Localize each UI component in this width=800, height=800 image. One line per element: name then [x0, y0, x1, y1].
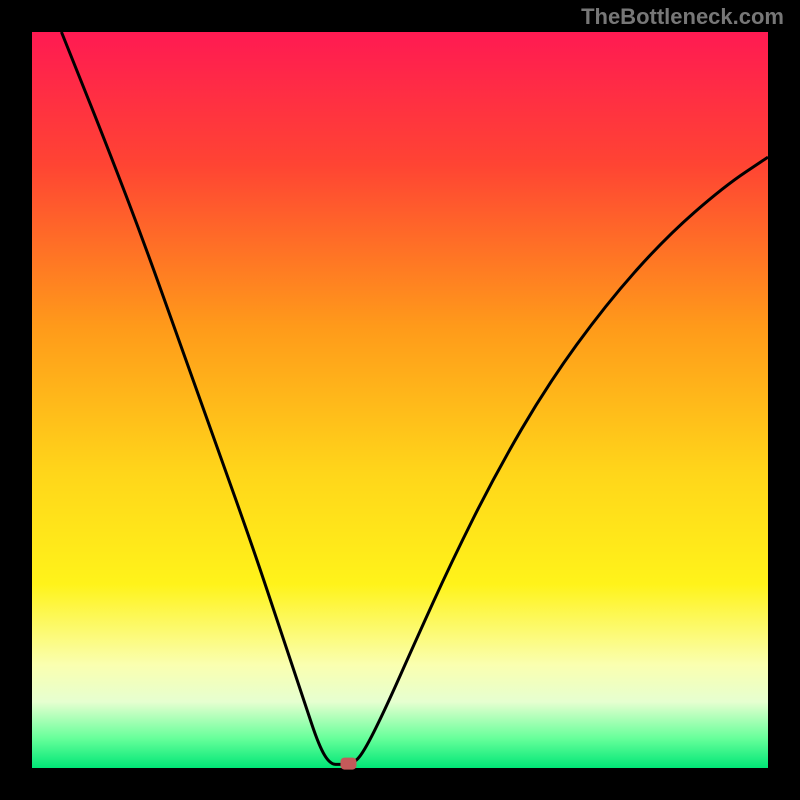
optimal-marker: [340, 758, 356, 770]
bottleneck-curve-chart: [0, 0, 800, 800]
plot-background: [32, 32, 768, 768]
watermark-text: TheBottleneck.com: [581, 4, 784, 30]
chart-frame: TheBottleneck.com: [0, 0, 800, 800]
